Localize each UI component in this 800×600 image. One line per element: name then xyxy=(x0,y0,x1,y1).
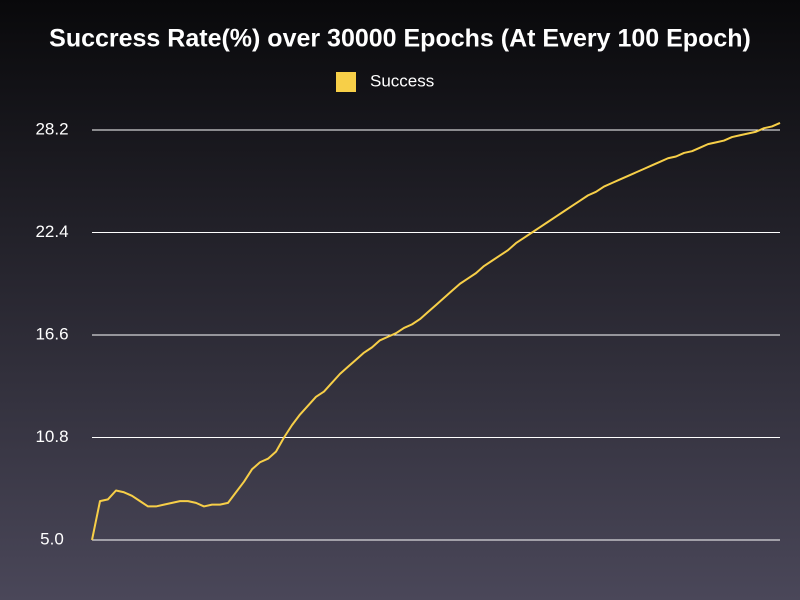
y-tick-label: 16.6 xyxy=(35,324,68,343)
legend-label: Success xyxy=(370,71,434,90)
y-tick-label: 10.8 xyxy=(35,427,68,446)
legend-swatch xyxy=(336,72,356,92)
chart-title: Succress Rate(%) over 30000 Epochs (At E… xyxy=(49,25,751,53)
data-line xyxy=(91,121,781,541)
y-tick-label: 22.4 xyxy=(35,222,68,241)
legend: Success xyxy=(336,71,434,92)
y-tick-label: 28.2 xyxy=(35,119,68,138)
y-tick-label: 5.0 xyxy=(40,529,64,548)
